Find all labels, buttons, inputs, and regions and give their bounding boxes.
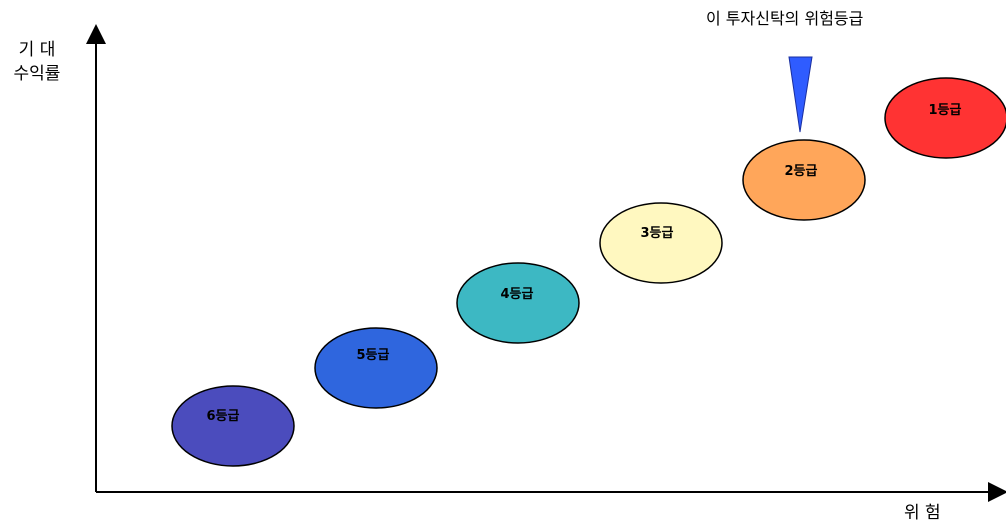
grade-label: 5등급 [357, 348, 390, 363]
grade-ellipse: 2등급 [742, 139, 866, 221]
x-axis-label: 위 험 [904, 503, 941, 523]
grade-label: 2등급 [785, 164, 818, 179]
y-axis-label-line1: 기 대 [18, 40, 56, 60]
y-axis-label: 기 대 수익률 [6, 38, 68, 86]
pointer-label: 이 투자신탁의 위험등급 [706, 9, 864, 28]
y-axis-label-line2: 수익률 [13, 64, 61, 84]
grade-label: 1등급 [929, 103, 962, 118]
grade-label: 4등급 [501, 287, 534, 302]
grade-label: 3등급 [641, 226, 674, 241]
grade-ellipse: 5등급 [314, 327, 438, 409]
grade-ellipse: 6등급 [171, 385, 295, 467]
grade-label: 6등급 [207, 409, 240, 424]
grade-ellipse: 1등급 [884, 77, 1006, 159]
pointer-triangle-icon [788, 56, 813, 133]
grade-ellipse: 4등급 [456, 262, 580, 344]
grade-ellipse: 3등급 [599, 202, 723, 284]
